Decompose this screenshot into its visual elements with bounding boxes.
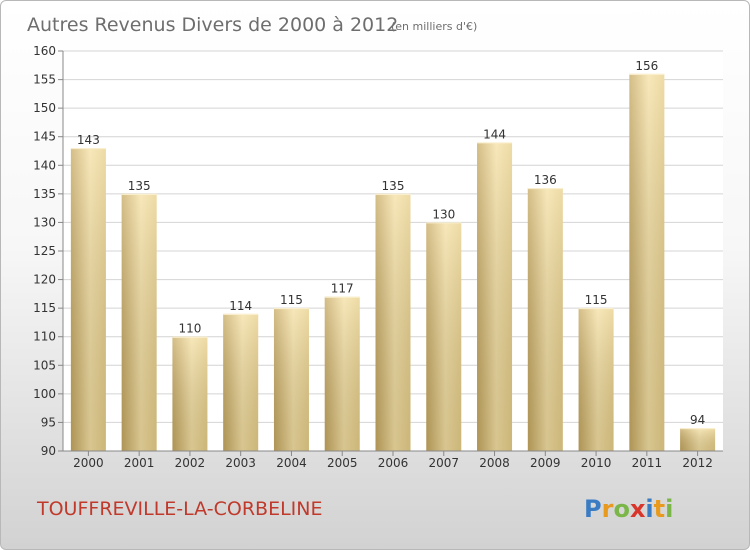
data-label-2009: 136 bbox=[534, 173, 557, 187]
y-tick-label: 95 bbox=[41, 415, 56, 429]
x-tick-label-2012: 2012 bbox=[682, 456, 713, 470]
y-tick-label: 160 bbox=[33, 44, 56, 58]
bar-shade-2007 bbox=[426, 222, 462, 451]
bar-shade-2002 bbox=[172, 336, 208, 451]
bar-shade-2004 bbox=[273, 308, 309, 451]
data-label-2011: 156 bbox=[635, 59, 658, 73]
data-label-2006: 135 bbox=[382, 179, 405, 193]
logo-letter: i bbox=[645, 495, 653, 523]
y-tick-label: 150 bbox=[33, 101, 56, 115]
data-labels: 143 135 110 114 115 117 135 130 144 136 115 156 94 bbox=[77, 59, 705, 427]
x-tick-label-2005: 2005 bbox=[327, 456, 358, 470]
bar-shade-2011 bbox=[629, 73, 665, 451]
x-tick-label-2011: 2011 bbox=[632, 456, 663, 470]
bars bbox=[70, 73, 716, 451]
x-tick-label-2008: 2008 bbox=[479, 456, 510, 470]
y-tick-label: 155 bbox=[33, 73, 56, 87]
x-tick-label-2003: 2003 bbox=[225, 456, 256, 470]
proxiti-logo: Proxiti bbox=[584, 495, 673, 523]
x-tick-label-2009: 2009 bbox=[530, 456, 561, 470]
data-label-2003: 114 bbox=[229, 299, 252, 313]
commune-name: TOUFFREVILLE-LA-CORBELINE bbox=[36, 498, 323, 520]
bar-shade-2000 bbox=[70, 148, 106, 451]
data-label-2010: 115 bbox=[585, 293, 608, 307]
x-tick-label-2007: 2007 bbox=[428, 456, 459, 470]
x-tick-label-2000: 2000 bbox=[73, 456, 104, 470]
x-tick-label-2006: 2006 bbox=[378, 456, 409, 470]
data-label-2001: 135 bbox=[128, 179, 151, 193]
y-tick-label: 140 bbox=[33, 158, 56, 172]
y-tick-label: 130 bbox=[33, 215, 56, 229]
logo-letter: P bbox=[584, 495, 602, 523]
logo-letter: r bbox=[602, 495, 614, 523]
data-label-2000: 143 bbox=[77, 133, 100, 147]
y-tick-label: 110 bbox=[33, 330, 56, 344]
y-tick-label: 105 bbox=[33, 358, 56, 372]
y-tick-label: 100 bbox=[33, 387, 56, 401]
y-tick-label: 145 bbox=[33, 130, 56, 144]
chart-title: Autres Revenus Divers de 2000 à 2012 bbox=[27, 14, 398, 36]
bar-shade-2005 bbox=[324, 296, 360, 451]
bar-shade-2009 bbox=[527, 188, 563, 451]
y-tick-label: 115 bbox=[33, 301, 56, 315]
y-tick-label: 90 bbox=[41, 444, 56, 458]
chart-unit: (en milliers d'€) bbox=[391, 20, 477, 33]
bar-shade-2008 bbox=[477, 142, 513, 451]
data-label-2004: 115 bbox=[280, 293, 303, 307]
logo-letter: o bbox=[613, 495, 630, 523]
logo-letter: x bbox=[630, 495, 646, 523]
data-label-2007: 130 bbox=[432, 207, 455, 221]
data-label-2008: 144 bbox=[483, 127, 506, 141]
bar-shade-2006 bbox=[375, 193, 411, 451]
x-tick-label-2002: 2002 bbox=[175, 456, 206, 470]
data-label-2005: 117 bbox=[331, 282, 354, 296]
data-label-2002: 110 bbox=[178, 322, 201, 336]
x-tick-label-2010: 2010 bbox=[581, 456, 612, 470]
y-tick-label: 120 bbox=[33, 273, 56, 287]
x-axis: 2000 2001 2002 2003 2004 2005 2006 2007 2008 2009… bbox=[63, 450, 723, 470]
bar-shade-2001 bbox=[121, 193, 157, 451]
y-tick-label: 135 bbox=[33, 187, 56, 201]
logo-letter: t bbox=[654, 495, 665, 523]
data-label-2012: 94 bbox=[690, 413, 705, 427]
bar-shade-2012 bbox=[680, 428, 716, 451]
bar-shade-2003 bbox=[223, 313, 259, 451]
logo-letter: i bbox=[665, 495, 673, 523]
x-tick-label-2001: 2001 bbox=[124, 456, 155, 470]
x-tick-label-2004: 2004 bbox=[276, 456, 307, 470]
bar-shade-2010 bbox=[578, 308, 614, 451]
y-tick-label: 125 bbox=[33, 244, 56, 258]
y-axis: 90 95 100 105 110 115 120 125 130 135 140 145 150 155… bbox=[33, 44, 64, 458]
